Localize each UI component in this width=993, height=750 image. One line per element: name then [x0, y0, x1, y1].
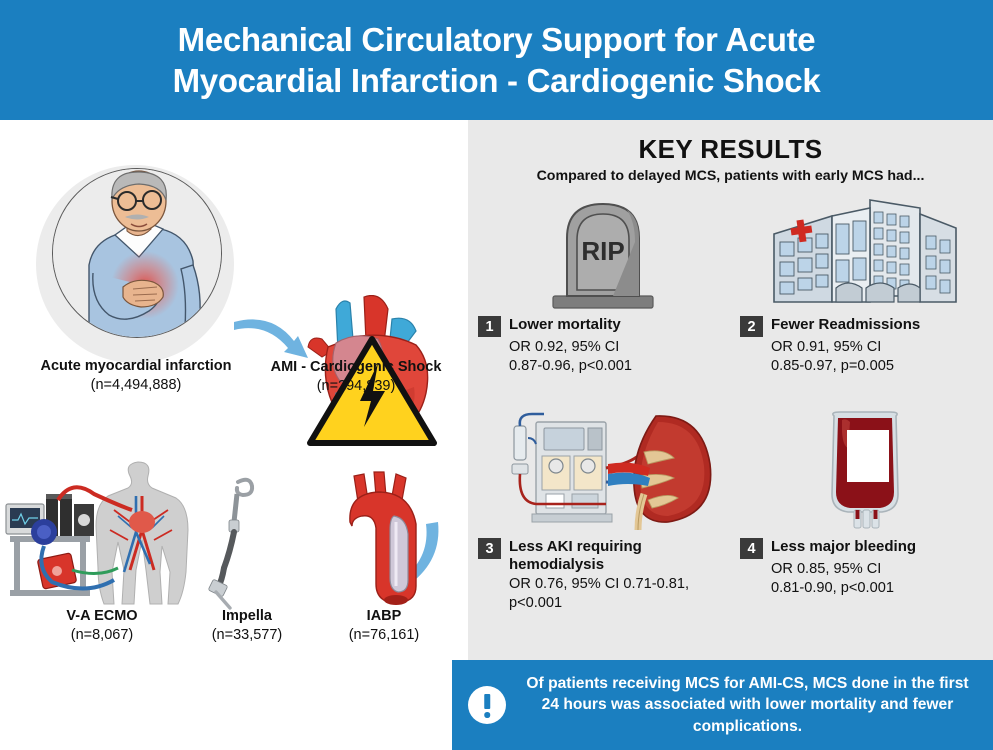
result-3-badge: 3 — [478, 538, 501, 559]
patient-chest-pain-icon — [52, 168, 222, 338]
hospital-building-icon — [740, 190, 990, 310]
caption-acute-mi-label: Acute myocardial infarction — [40, 358, 232, 374]
caption-device-impella-count: (n=33,577) — [211, 627, 283, 644]
result-2-stat-line-2: 0.85-0.97, p=0.005 — [771, 358, 894, 375]
result-item-4: 4 Less major bleeding OR 0.85, 95% CI 0.… — [740, 411, 990, 599]
caption-cardiogenic-shock: AMI - Cardiogenic Shock (n=294,839) — [248, 358, 464, 397]
result-item-2: 2 Fewer Readmissions OR 0.91, 95% CI 0.8… — [740, 190, 990, 377]
caption-cardiogenic-shock-count: (n=294,839) — [316, 378, 396, 395]
caption-acute-mi-count: (n=4,494,888) — [90, 377, 182, 394]
result-4-title: Less major bleeding — [771, 538, 917, 555]
heart-electrical-hazard-icon — [292, 295, 452, 455]
result-3-stat-line-2: p<0.001 — [509, 595, 563, 612]
result-3-header: 3 Less AKI requiring hemodialysis — [478, 538, 728, 574]
result-1-stats: OR 0.92, 95% CI 0.87-0.96, p<0.001 — [478, 338, 728, 377]
result-2-header: 2 Fewer Readmissions — [740, 316, 990, 337]
caption-cardiogenic-shock-label: AMI - Cardiogenic Shock — [270, 359, 442, 375]
result-item-3: 3 Less AKI requiring hemodialysis OR 0.7… — [478, 412, 728, 614]
result-3-title: Less AKI requiring hemodialysis — [509, 538, 642, 573]
red-cross-icon — [790, 219, 813, 243]
caption-acute-mi: Acute myocardial infarction (n=4,494,888… — [28, 357, 244, 396]
title-line-2: Myocardial Infarction - Cardiogenic Shoc… — [172, 62, 821, 99]
caption-device-ecmo-count: (n=8,067) — [70, 627, 134, 644]
title-banner: Mechanical Circulatory Support for Acute… — [0, 0, 993, 120]
result-1-header: 1 Lower mortality — [478, 316, 728, 337]
impella-catheter-icon — [196, 470, 296, 610]
result-4-stat-line-2: 0.81-0.90, p<0.001 — [771, 580, 894, 597]
result-4-badge: 4 — [740, 538, 763, 559]
conclusion-banner: Of patients receiving MCS for AMI-CS, MC… — [452, 660, 993, 750]
result-3-stats: OR 0.76, 95% CI 0.71-0.81, p<0.001 — [478, 575, 728, 614]
dialysis-machine-kidney-icon — [478, 412, 728, 532]
tombstone-rip-icon: RIP — [478, 190, 728, 310]
result-2-badge: 2 — [740, 316, 763, 337]
key-results-panel: KEY RESULTS Compared to delayed MCS, pat… — [468, 120, 993, 660]
caption-device-ecmo: V-A ECMO (n=8,067) — [18, 607, 186, 646]
conclusion-text: Of patients receiving MCS for AMI-CS, MC… — [526, 675, 969, 735]
ecmo-machine-icon — [2, 460, 198, 608]
result-2-title: Fewer Readmissions — [771, 316, 921, 333]
caption-device-iabp-label: IABP — [366, 608, 402, 624]
result-1-badge: 1 — [478, 316, 501, 337]
arrow-patient-to-heart-icon — [232, 308, 318, 378]
result-1-stat-line-1: OR 0.92, 95% CI — [509, 339, 620, 355]
result-2-stat-line-1: OR 0.91, 95% CI — [771, 339, 882, 355]
blood-bag-icon — [740, 411, 990, 532]
left-panel: Acute myocardial infarction (n=4,494,888… — [0, 120, 468, 750]
caption-device-iabp-count: (n=76,161) — [348, 627, 420, 644]
result-1-stat-line-2: 0.87-0.96, p<0.001 — [509, 358, 632, 375]
key-results-subheading: Compared to delayed MCS, patients with e… — [536, 168, 925, 184]
result-3-stat-line-1: OR 0.76, 95% CI 0.71-0.81, — [509, 576, 690, 592]
result-2-stats: OR 0.91, 95% CI 0.85-0.97, p=0.005 — [740, 338, 990, 377]
result-4-header: 4 Less major bleeding — [740, 538, 990, 559]
title-line-1: Mechanical Circulatory Support for Acute — [177, 20, 816, 58]
tombstone-rip-text: RIP — [581, 236, 624, 266]
page-title: Mechanical Circulatory Support for Acute… — [173, 19, 821, 102]
caption-device-iabp: IABP (n=76,161) — [312, 607, 456, 646]
result-item-1: RIP 1 Lower mortality OR 0.92, 95% CI 0.… — [478, 190, 728, 377]
key-results-heading: KEY RESULTS — [638, 134, 823, 164]
caption-device-impella: Impella (n=33,577) — [172, 607, 322, 646]
result-1-title: Lower mortality — [509, 316, 621, 333]
exclamation-circle-icon — [468, 686, 506, 724]
caption-device-ecmo-label: V-A ECMO — [66, 608, 138, 624]
result-4-stats: OR 0.85, 95% CI 0.81-0.90, p<0.001 — [740, 560, 990, 599]
caption-device-impella-label: Impella — [222, 608, 272, 624]
iabp-balloon-pump-icon — [330, 468, 440, 608]
result-4-stat-line-1: OR 0.85, 95% CI — [771, 561, 882, 577]
